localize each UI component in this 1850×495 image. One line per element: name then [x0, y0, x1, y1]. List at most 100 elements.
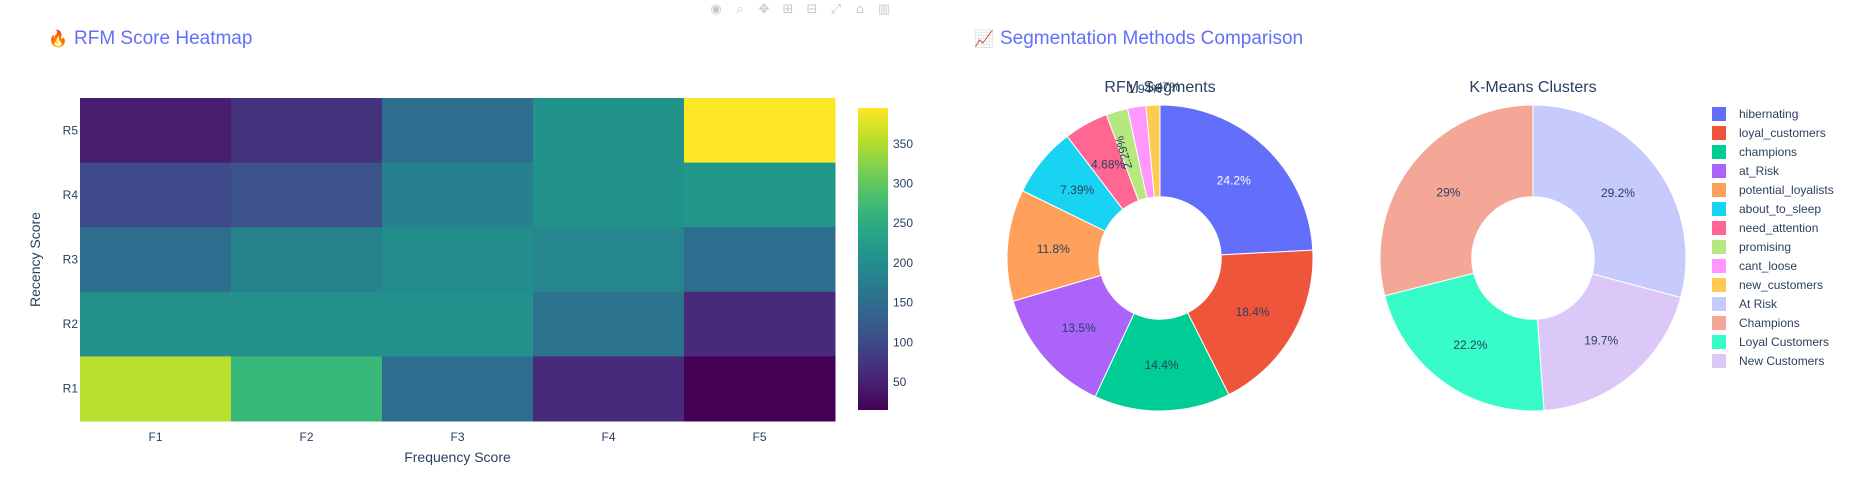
comparison-title-text: Segmentation Methods Comparison [1000, 28, 1304, 49]
heatmap-cell-R3-F4[interactable] [533, 227, 685, 293]
legend-label: New Customers [1739, 353, 1825, 368]
legend-item[interactable]: champions [1712, 142, 1834, 161]
colorbar-tick-label: 300 [893, 177, 913, 191]
heatmap-cell-R2-F4[interactable] [533, 291, 685, 357]
rfm-segments-pie[interactable]: RFM Segments 24.2% 18.4% 14.4% 13.5% 11.8% 7.3… [1006, 79, 1314, 412]
heatmap-colorbar: 50 100 150 200 250 300 350 [858, 108, 913, 410]
pie-label: 18.4% [1236, 305, 1270, 319]
legend-item[interactable]: loyal_customers [1712, 123, 1834, 142]
rfm-heatmap[interactable]: F1 F2 F3 F4 F5 R5 R4 R3 R2 R1 Frequency Score Recen… [27, 98, 836, 465]
pie-title: RFM Segments [1104, 79, 1215, 96]
legend-item[interactable]: new_customers [1712, 275, 1834, 294]
pie-slice-champions[interactable] [1094, 311, 1230, 412]
heatmap-cell-R3-F1[interactable] [80, 227, 232, 293]
legend-item[interactable]: Loyal Customers [1712, 332, 1834, 351]
heatmap-cell-R5-F1[interactable] [80, 98, 232, 164]
legend-item[interactable]: need_attention [1712, 218, 1834, 237]
legend-item[interactable]: at_Risk [1712, 161, 1834, 180]
heatmap-cell-R1-F1[interactable] [80, 356, 232, 422]
kmeans-clusters-pie[interactable]: K-Means Clusters 29.2% 19.7% 22.2% 29% [1379, 79, 1687, 412]
legend-swatch [1712, 277, 1726, 292]
heatmap-cell-R3-F5[interactable] [684, 227, 836, 293]
heatmap-cell-R3-F2[interactable] [231, 227, 383, 293]
heatmap-cell-R3-F3[interactable] [382, 227, 534, 293]
pie-label: 29% [1436, 185, 1460, 199]
pie-slice-at_Risk[interactable] [1012, 274, 1135, 398]
comparison-panel-title: 📈 Segmentation Methods Comparison [974, 28, 1303, 50]
pie-title: K-Means Clusters [1469, 79, 1596, 96]
pie-slice-hibernating[interactable] [1159, 104, 1314, 256]
heatmap-cell-R4-F4[interactable] [533, 162, 685, 228]
legend-label: loyal_customers [1739, 125, 1826, 140]
plotly-logo-icon[interactable]: ▥ [877, 2, 891, 17]
legend-swatch [1712, 258, 1726, 273]
legend-item[interactable]: cant_loose [1712, 256, 1834, 275]
heatmap-cell-R4-F2[interactable] [231, 162, 383, 228]
legend-item[interactable]: promising [1712, 237, 1834, 256]
y-tick-label: R5 [63, 123, 79, 137]
legend-item[interactable]: potential_loyalists [1712, 180, 1834, 199]
pie-label: 7.39% [1060, 183, 1094, 197]
x-axis-title: Frequency Score [404, 449, 511, 465]
heatmap-cell-R5-F3[interactable] [382, 98, 534, 164]
legend-item[interactable]: about_to_sleep [1712, 199, 1834, 218]
colorbar-tick-label: 200 [893, 256, 913, 270]
colorbar-tick-label: 50 [893, 375, 907, 389]
heatmap-cell-R2-F3[interactable] [382, 291, 534, 357]
legend-swatch [1712, 315, 1726, 330]
y-axis-title: Recency Score [27, 212, 43, 307]
legend-label: at_Risk [1739, 163, 1780, 178]
legend-item[interactable]: hibernating [1712, 104, 1834, 123]
legend-label: Loyal Customers [1739, 334, 1830, 349]
legend-swatch [1712, 125, 1726, 140]
zoom-icon[interactable]: ⌕ [736, 2, 744, 17]
legend-swatch [1712, 163, 1726, 178]
heatmap-cell-R4-F1[interactable] [80, 162, 232, 228]
home-icon[interactable]: ⌂ [855, 2, 865, 17]
legend-item[interactable]: Champions [1712, 313, 1834, 332]
heatmap-cell-R4-F3[interactable] [382, 162, 534, 228]
heatmap-cell-R2-F2[interactable] [231, 291, 383, 357]
heatmap-cell-R1-F3[interactable] [382, 356, 534, 422]
zoom-in-icon[interactable]: ⊞ [782, 2, 794, 17]
pie-label: 11.8% [1037, 242, 1070, 256]
legend-label: Champions [1739, 315, 1800, 330]
pie-slice-loyal_customers[interactable] [1186, 249, 1314, 396]
pie-label: 4.68% [1091, 157, 1125, 171]
legend-swatch [1712, 106, 1726, 121]
heatmap-cell-R5-F2[interactable] [231, 98, 383, 164]
camera-icon[interactable]: ◉ [710, 2, 722, 17]
heatmap-cell-R4-F5[interactable] [684, 162, 836, 228]
pie-label: 13.5% [1062, 321, 1096, 335]
pie-label: 1.94% [1128, 82, 1162, 96]
heatmap-cell-R2-F5[interactable] [684, 291, 836, 357]
x-tick-label: F3 [450, 430, 464, 444]
pan-icon[interactable]: ✥ [758, 2, 770, 17]
y-tick-label: R3 [63, 253, 79, 267]
heatmap-cell-R2-F1[interactable] [80, 291, 232, 357]
pie-label: 24.2% [1217, 173, 1251, 187]
y-tick-label: R2 [63, 317, 79, 331]
heatmap-cell-R1-F5[interactable] [684, 356, 836, 422]
pie-slice-new_customers[interactable] [1145, 104, 1161, 198]
y-tick-label: R4 [63, 188, 79, 202]
zoom-out-icon[interactable]: ⊟ [806, 2, 818, 17]
legend-swatch [1712, 296, 1726, 311]
heatmap-cell-R1-F4[interactable] [533, 356, 685, 422]
legend-item[interactable]: At Risk [1712, 294, 1834, 313]
heatmap-cell-R1-F2[interactable] [231, 356, 383, 422]
pie-slice-Loyal Customers[interactable] [1384, 272, 1545, 412]
colorbar-tick-label: 250 [893, 216, 913, 230]
pie-slice-At Risk[interactable] [1532, 104, 1687, 299]
pie-label: 1.47% [1146, 80, 1180, 94]
pie-label: 14.4% [1145, 358, 1179, 372]
pie-slice-Champions[interactable] [1379, 104, 1534, 297]
heatmap-cell-R5-F5[interactable] [684, 98, 836, 164]
colorbar-tick-label: 100 [893, 335, 913, 349]
autoscale-icon[interactable]: ⤢ [830, 2, 842, 17]
legend-label: champions [1739, 144, 1798, 159]
legend-item[interactable]: New Customers [1712, 351, 1834, 370]
heatmap-cell-R5-F4[interactable] [533, 98, 685, 164]
pie-slice-New Customers[interactable] [1536, 273, 1682, 412]
